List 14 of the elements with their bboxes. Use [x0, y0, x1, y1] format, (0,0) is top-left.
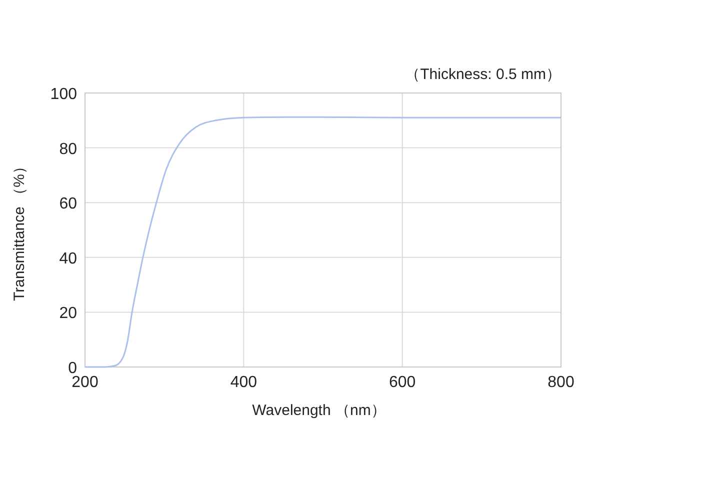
x-tick-label: 400	[230, 374, 258, 391]
x-tick-label: 800	[548, 374, 574, 391]
x-tick-label: 600	[388, 374, 416, 391]
y-tick-label: 20	[59, 305, 78, 322]
y-tick-label: 0	[68, 360, 78, 377]
y-tick-label: 80	[59, 140, 78, 158]
y-tick-label: 60	[59, 196, 78, 213]
y-tick-label: 100	[50, 86, 78, 103]
x-tick-label: 200	[72, 374, 98, 391]
y-tick-label: 40	[59, 250, 78, 268]
chart-title: （Thickness: 0.5 mm）	[405, 66, 561, 83]
line-series	[84, 116, 562, 368]
y-axis-title: Transmittance （%）	[11, 159, 28, 301]
x-axis-title: Wavelength （nm）	[252, 402, 386, 419]
